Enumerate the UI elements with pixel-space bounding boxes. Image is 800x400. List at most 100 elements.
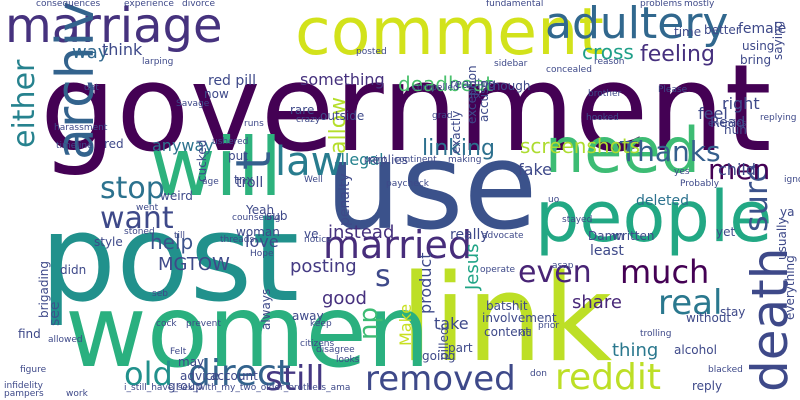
word: product bbox=[416, 252, 435, 314]
word: Thanks bbox=[620, 135, 721, 168]
word: think bbox=[102, 40, 143, 59]
word: something bbox=[300, 70, 385, 89]
word: uo bbox=[548, 195, 560, 205]
word: way bbox=[72, 42, 109, 63]
word: written bbox=[612, 229, 655, 243]
word: figure bbox=[20, 365, 47, 375]
word: least bbox=[590, 243, 624, 259]
word: old bbox=[124, 355, 173, 393]
word: grad bbox=[432, 111, 453, 121]
word: harassment bbox=[54, 123, 108, 133]
word: accuse bbox=[477, 80, 491, 122]
word: fix bbox=[470, 91, 481, 101]
word: ve bbox=[304, 227, 319, 241]
word: prior bbox=[538, 321, 560, 331]
word: woman bbox=[236, 225, 280, 239]
word: sub bbox=[266, 209, 288, 223]
word: government bbox=[40, 40, 772, 179]
word: penalty bbox=[337, 173, 353, 226]
word: using bbox=[742, 39, 775, 53]
word: archive bbox=[46, 0, 106, 160]
word: sidebar bbox=[494, 59, 528, 69]
word: stayed bbox=[562, 215, 593, 225]
word: account bbox=[210, 369, 258, 383]
word: though bbox=[488, 79, 531, 93]
word: mostly bbox=[684, 0, 715, 9]
word: cucked bbox=[195, 139, 209, 182]
word: replying bbox=[760, 113, 797, 123]
word: enemies bbox=[708, 119, 747, 129]
word: reason bbox=[594, 57, 625, 67]
word: runs bbox=[244, 119, 264, 129]
word: Savage bbox=[176, 99, 210, 109]
word: blacked bbox=[708, 365, 743, 375]
word: real bbox=[658, 283, 723, 323]
word: use bbox=[325, 118, 538, 257]
word: don bbox=[530, 369, 547, 379]
word: stoned bbox=[124, 227, 155, 237]
word: right bbox=[722, 94, 760, 113]
word: now bbox=[204, 87, 229, 101]
word: even bbox=[518, 255, 592, 290]
word: red pill bbox=[208, 73, 256, 89]
word: timeline bbox=[56, 141, 93, 151]
word: batshit bbox=[486, 299, 528, 313]
word: stop bbox=[100, 171, 165, 206]
word: hooked bbox=[586, 113, 619, 123]
word: disagree bbox=[316, 345, 355, 355]
word: allow bbox=[326, 96, 351, 154]
word: help bbox=[150, 230, 194, 254]
word: prevent bbox=[186, 319, 221, 329]
word: Yeah bbox=[246, 203, 275, 217]
word: experience bbox=[124, 0, 174, 9]
word: tnx bbox=[234, 173, 254, 187]
word: larping bbox=[142, 57, 174, 67]
word: Make bbox=[396, 303, 415, 346]
word: ya bbox=[780, 205, 795, 219]
word: crazy bbox=[296, 115, 321, 125]
word: troll bbox=[236, 175, 264, 191]
word: dat bbox=[84, 83, 99, 93]
word: men bbox=[708, 153, 771, 186]
word: paycheck bbox=[386, 179, 429, 189]
word: age bbox=[202, 177, 219, 187]
word: feel bbox=[698, 104, 728, 123]
word: bring bbox=[740, 53, 772, 67]
word: either bbox=[7, 59, 42, 148]
word: thing bbox=[612, 340, 659, 361]
word: alcohol bbox=[674, 343, 717, 357]
word: operate bbox=[480, 265, 516, 275]
word: reddit bbox=[555, 357, 661, 398]
word: huh bbox=[724, 123, 747, 137]
word: usually bbox=[775, 217, 789, 260]
word: rare bbox=[290, 103, 315, 117]
word: advocate bbox=[482, 231, 524, 241]
word: going bbox=[422, 349, 456, 363]
word: part bbox=[448, 341, 473, 355]
word: comment bbox=[295, 0, 604, 70]
word: removed bbox=[365, 359, 516, 399]
word: illegal bbox=[336, 150, 384, 169]
word: pilled bbox=[437, 327, 451, 360]
word: child bbox=[718, 160, 756, 179]
word: Well bbox=[304, 175, 323, 185]
word: group bbox=[168, 379, 203, 393]
word: red bbox=[104, 137, 124, 151]
word: women bbox=[65, 273, 431, 390]
word: always bbox=[259, 288, 273, 330]
word: ushered bbox=[212, 137, 249, 147]
word: Read bbox=[710, 115, 746, 131]
word: law bbox=[275, 139, 344, 185]
word: still bbox=[265, 359, 325, 399]
word: yes bbox=[674, 167, 690, 177]
word: may bbox=[178, 355, 205, 369]
word: good bbox=[322, 288, 367, 309]
word: notice bbox=[304, 235, 332, 245]
word: really bbox=[450, 227, 489, 243]
word: divorce bbox=[182, 0, 216, 9]
word: didn bbox=[60, 263, 87, 277]
word: much bbox=[620, 253, 710, 291]
word: brother bbox=[588, 89, 622, 99]
word: time bbox=[674, 25, 702, 39]
word: posting bbox=[290, 256, 357, 277]
